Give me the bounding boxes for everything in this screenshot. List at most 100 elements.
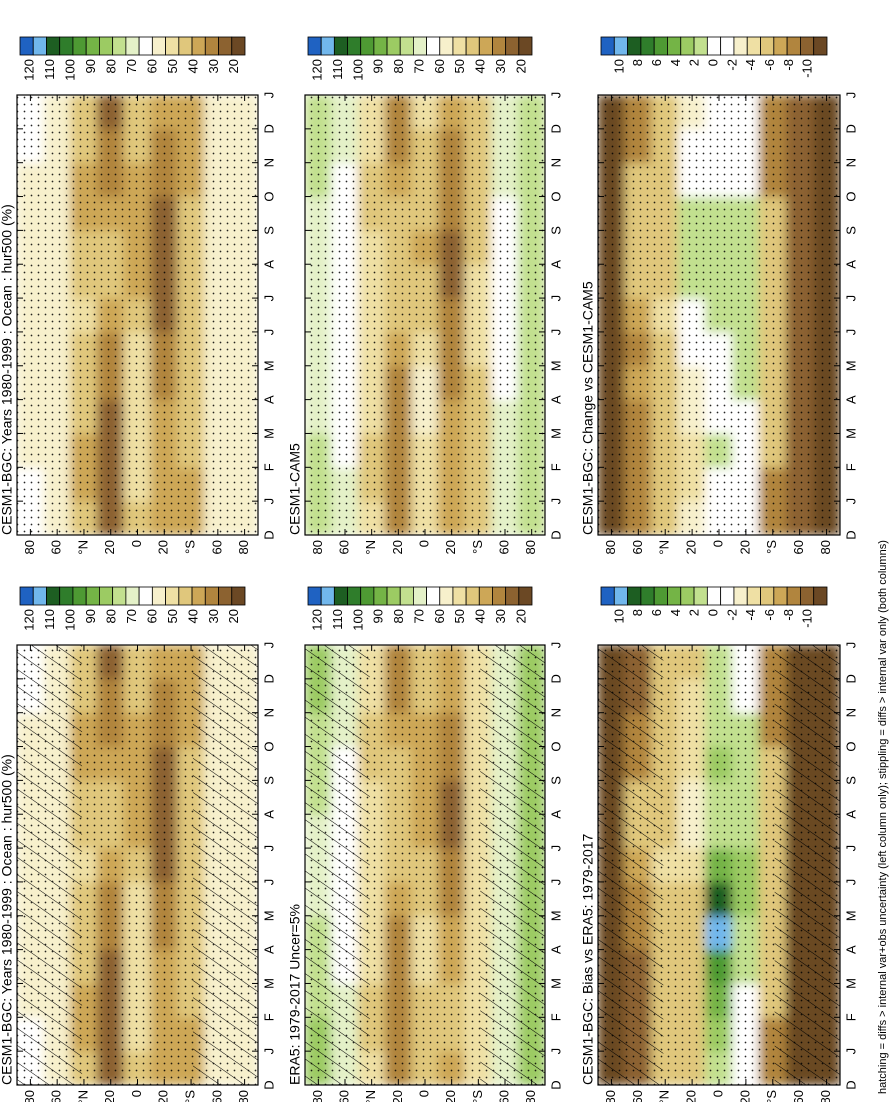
panel-title: CESM1-BGC: Bias vs ERA5: 1979-2017 [580,833,596,1085]
colorbar-label: 120 [22,609,37,631]
x-tick-label: M [548,910,563,921]
x-tick-label: J [548,329,563,336]
x-tick-label: A [843,810,858,819]
x-tick-label: D [548,674,563,683]
colorbar-box [505,586,520,606]
colorbar-label: 4 [668,609,683,616]
y-tick-label: 60 [336,1090,351,1102]
x-tick-label: F [843,1013,858,1021]
x-tick-label: J [261,329,276,336]
panel: ERA5: 1979-2017 Uncer=5% 80 60 °N 20 0 20 °S 60 8… [287,586,563,1102]
colorbar-box [773,36,788,56]
colorbar-label: 30 [493,59,508,73]
colorbar-box [465,36,480,56]
colorbar-box [492,586,507,606]
colorbar-label: 50 [165,609,180,623]
y-tick-label: 60 [336,540,351,554]
colorbar-box [413,586,427,606]
colorbar-box [32,586,47,606]
y-tick-label: °S [764,1090,779,1102]
colorbar-box [333,586,348,606]
y-tick-label: 80 [818,1090,833,1102]
colorbar-box [653,586,668,606]
x-tick-label: J [843,295,858,302]
colorbar-label: 40 [473,609,488,623]
x-tick-label: D [843,1080,858,1089]
y-tick-label: 80 [603,1090,618,1102]
y-tick-label: 20 [684,540,699,554]
colorbar-label: 8 [630,609,645,616]
x-tick-label: J [548,642,563,649]
colorbar-box [720,36,735,56]
colorbar-box [505,36,520,56]
x-tick-label: A [261,810,276,819]
colorbar-box [478,36,493,56]
x-tick-label: F [548,1013,563,1021]
colorbar-box [191,36,206,56]
y-tick-label: °S [182,1090,197,1102]
panel-title: CESM1-BGC: Years 1980-1999 : Ocean : hur… [0,754,15,1085]
panel-title: CESM1-CAM5 [287,443,303,535]
colorbar-box [627,586,642,606]
x-tick-label: O [548,191,563,201]
colorbar-box [204,36,219,56]
x-tick-label: D [548,1080,563,1089]
field [17,95,258,535]
colorbar-box [760,586,775,606]
x-tick-label: M [548,428,563,439]
colorbar-box [813,586,828,606]
colorbar-box [138,586,153,606]
colorbar-label: 70 [411,59,426,73]
colorbar-label: 10 [611,609,626,623]
colorbar-label: 50 [452,59,467,73]
x-tick-label: J [261,92,276,99]
colorbar-label: 120 [310,609,325,631]
y-tick-label: 80 [523,540,538,554]
y-tick-label: 60 [496,540,511,554]
colorbar-box [125,586,140,606]
field [305,645,545,1085]
y-tick-label: °N [363,540,378,555]
x-tick-label: D [261,674,276,683]
y-tick-label: 0 [710,540,725,547]
x-tick-label: S [843,226,858,235]
x-tick-label: M [548,360,563,371]
hatching [305,645,370,1085]
x-tick-label: O [843,741,858,751]
colorbar-box [99,586,114,606]
colorbar-box [680,36,695,56]
colorbar-box [746,36,761,56]
y-tick-label: 20 [443,1090,458,1102]
y-tick-label: 20 [102,1090,117,1102]
x-tick-label: M [261,428,276,439]
colorbar-box [478,586,493,606]
x-tick-label: M [843,360,858,371]
colorbar-box [452,586,467,606]
y-tick-label: °N [657,540,672,555]
colorbar-label: 80 [391,609,406,623]
colorbar-box [112,36,127,56]
x-tick-label: J [843,879,858,886]
colorbar-label: 6 [649,59,664,66]
x-tick-label: S [548,776,563,785]
y-tick-label: 80 [22,540,37,554]
colorbar-box [99,36,114,56]
x-tick-label: J [843,92,858,99]
x-tick-label: J [261,845,276,852]
x-tick-label: A [261,260,276,269]
colorbar-box [680,586,695,606]
colorbar-box [627,36,642,56]
x-tick-label: D [843,530,858,539]
colorbar-box [613,586,628,606]
y-tick-label: 80 [818,540,833,554]
y-tick-label: °N [363,1090,378,1102]
colorbar-label: -2 [724,609,739,621]
stippling [305,95,545,535]
x-tick-label: N [261,708,276,717]
colorbar-label: 20 [513,609,528,623]
colorbar-box [178,36,193,56]
field [17,645,258,1085]
x-tick-label: S [261,776,276,785]
y-tick-label: 20 [102,540,117,554]
